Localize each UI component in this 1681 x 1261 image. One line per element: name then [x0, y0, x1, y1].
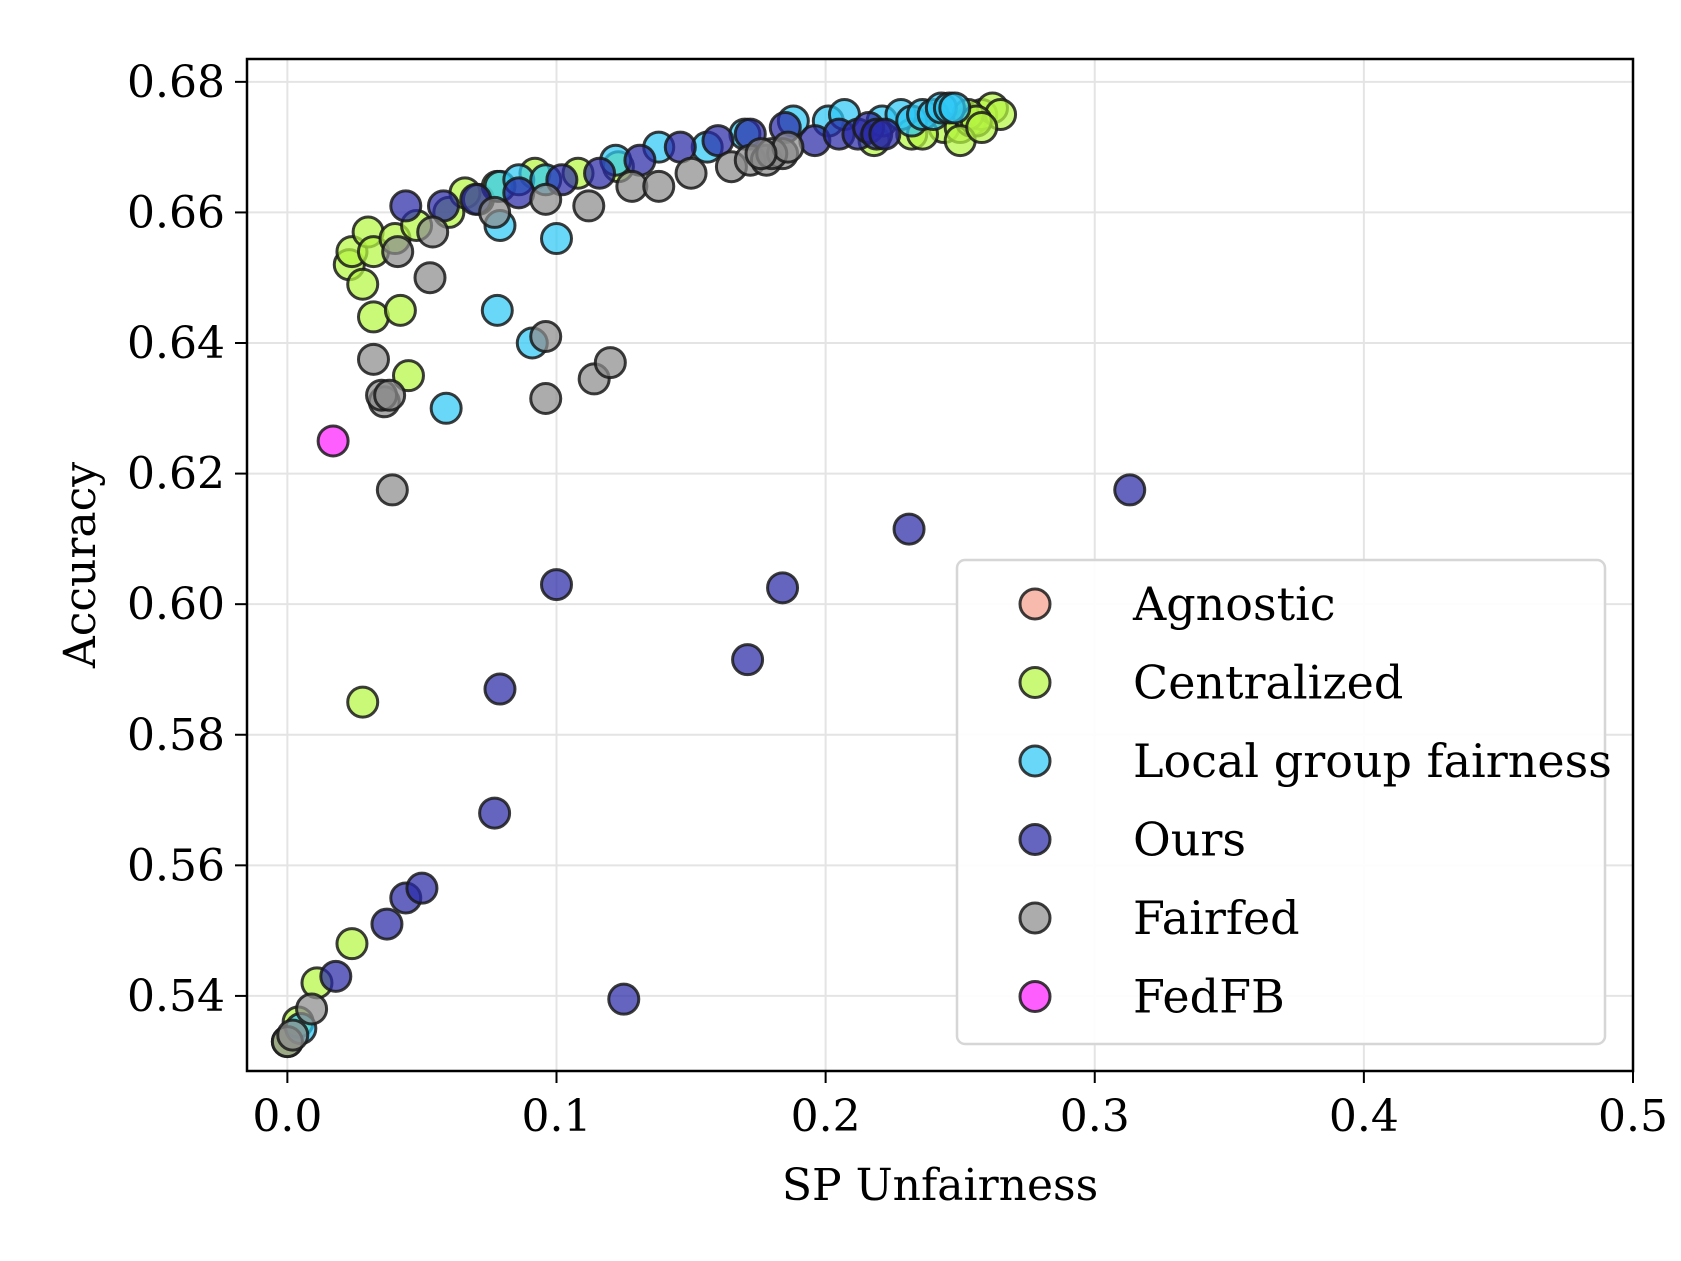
point-fairfed	[375, 473, 409, 507]
legend-label: Ours	[1133, 813, 1246, 867]
point-fairfed	[572, 189, 606, 223]
point-ours	[483, 672, 517, 706]
legend-item-local-group-fairness: Local group fairness	[1018, 734, 1612, 788]
point-ours	[607, 982, 641, 1016]
y-tick-label: 0.66	[127, 187, 225, 238]
point-fairfed	[276, 1018, 310, 1052]
point-local-group-fairness	[938, 91, 972, 125]
legend-marker	[1018, 980, 1052, 1013]
point-ours	[766, 571, 800, 605]
point-ours	[405, 871, 439, 905]
point-fairfed	[642, 169, 676, 203]
point-ours	[731, 643, 765, 677]
point-fedfb	[316, 424, 350, 458]
legend-label: Local group fairness	[1133, 734, 1612, 788]
point-ours	[583, 156, 617, 190]
y-tick-label: 0.62	[127, 449, 225, 500]
point-ours	[892, 512, 926, 546]
point-centralized	[356, 300, 390, 334]
point-centralized	[965, 111, 999, 145]
point-fairfed	[373, 378, 407, 412]
point-fairfed	[413, 261, 447, 295]
y-tick-label: 0.64	[127, 318, 225, 369]
point-fairfed	[771, 130, 805, 164]
y-axis-label: Accuracy	[55, 462, 106, 669]
point-fairfed	[529, 382, 563, 416]
point-centralized	[391, 359, 425, 393]
point-local-group-fairness	[429, 391, 463, 425]
legend-item-agnostic: Agnostic	[1018, 577, 1336, 631]
point-fairfed	[295, 992, 329, 1026]
legend-item-fedfb: FedFB	[1018, 970, 1285, 1024]
legend: Agnostic Centralized Local group fairness O…	[955, 558, 1612, 1046]
point-fairfed	[674, 156, 708, 190]
point-ours	[370, 907, 404, 941]
legend-label: FedFB	[1133, 970, 1285, 1024]
point-ours	[539, 568, 573, 602]
legend-box	[955, 558, 1607, 1046]
axis-ticks: 0.0 0.1 0.2 0.3 0.4 0.5 0.54 0.56 0.58 0.60 0.62 0.…	[127, 57, 1668, 1142]
y-tick-label: 0.58	[127, 710, 225, 761]
point-centralized	[346, 267, 380, 301]
point-local-group-fairness	[480, 293, 514, 327]
point-fairfed	[529, 182, 563, 216]
point-ours	[868, 117, 902, 151]
point-ours	[701, 124, 735, 158]
x-tick-label: 0.2	[791, 1091, 861, 1142]
x-tick-label: 0.0	[252, 1091, 322, 1142]
legend-item-fairfed: Fairfed	[1018, 891, 1300, 945]
point-ours	[319, 959, 353, 993]
legend-marker	[1018, 666, 1052, 699]
point-centralized	[335, 927, 369, 961]
x-axis-label: SP Unfairness	[782, 1160, 1098, 1211]
point-ours	[1113, 473, 1147, 507]
y-tick-label: 0.54	[127, 971, 225, 1022]
point-centralized	[383, 293, 417, 327]
legend-label: Fairfed	[1133, 891, 1300, 945]
legend-marker	[1018, 587, 1052, 621]
x-tick-label: 0.3	[1060, 1091, 1130, 1142]
point-ours	[389, 189, 423, 223]
point-fairfed	[416, 215, 450, 249]
legend-marker	[1018, 901, 1052, 935]
legend-item-ours: Ours	[1018, 813, 1246, 867]
point-fairfed	[529, 319, 563, 353]
y-tick-label: 0.56	[127, 840, 225, 891]
legend-label: Agnostic	[1132, 577, 1336, 631]
point-local-group-fairness	[539, 222, 573, 256]
legend-item-centralized: Centralized	[1018, 656, 1403, 710]
legend-marker	[1018, 823, 1052, 856]
y-tick-label: 0.60	[127, 579, 225, 630]
point-fairfed	[381, 235, 415, 269]
x-tick-label: 0.5	[1598, 1091, 1668, 1142]
legend-label: Centralized	[1133, 656, 1403, 710]
x-tick-label: 0.4	[1329, 1091, 1399, 1142]
point-fairfed	[744, 137, 778, 171]
point-ours	[478, 796, 512, 830]
point-fairfed	[356, 342, 390, 376]
data-points	[270, 91, 1147, 1059]
y-tick-label: 0.68	[127, 57, 225, 108]
point-fairfed	[593, 346, 627, 380]
point-centralized	[346, 685, 380, 719]
point-fairfed	[478, 195, 512, 229]
plot-frame	[245, 57, 1635, 1073]
x-tick-label: 0.1	[522, 1091, 592, 1142]
legend-marker	[1018, 744, 1052, 778]
